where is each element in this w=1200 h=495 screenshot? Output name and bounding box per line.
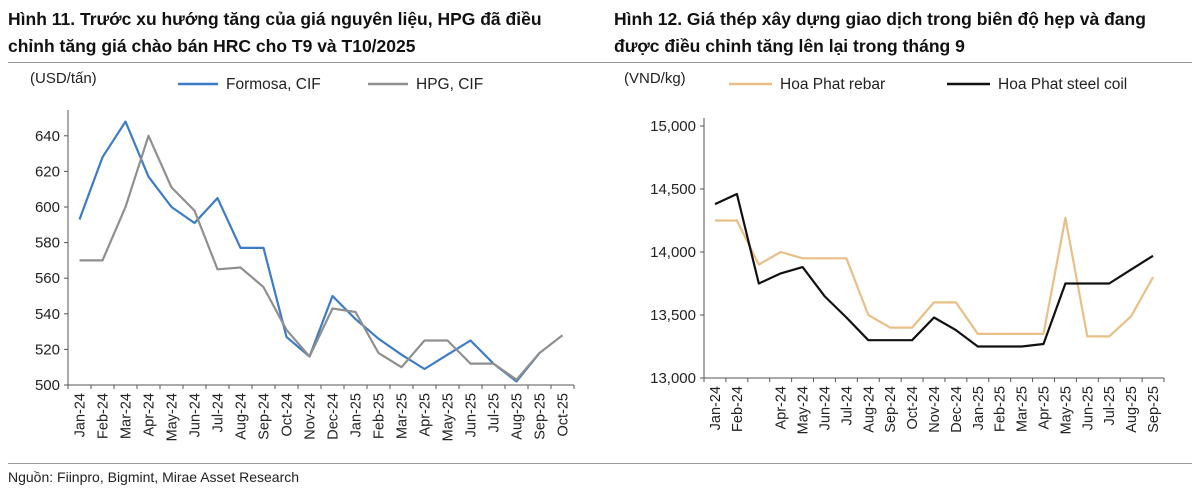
- chart1-x-tick-label: May-25: [441, 393, 457, 441]
- chart1-x-tick-label: Mar-25: [395, 393, 411, 439]
- chart1-y-tick-label: 500: [35, 377, 60, 394]
- chart1-legend-label-2: HPG, CIF: [416, 76, 483, 93]
- chart1-y-tick-label: 520: [35, 341, 60, 358]
- chart1-x-tick-label: Mar-24: [119, 393, 135, 439]
- chart2-x-tick-label: Sep-24: [883, 386, 899, 433]
- source-note: Nguồn: Fiinpro, Bigmint, Mirae Asset Res…: [8, 469, 300, 485]
- chart2-x-tick-label: May-24: [796, 386, 812, 434]
- chart1-x-tick-label: Sep-24: [257, 393, 273, 440]
- chart1-legend-label-1: Formosa, CIF: [226, 76, 321, 93]
- chart2-series-line-2: [714, 192, 1154, 348]
- chart1-x-tick-label: Nov-24: [303, 393, 319, 440]
- chart2-x-tick-label: Aug-25: [1124, 386, 1140, 433]
- chart1-x-tick-label: Oct-24: [280, 393, 296, 437]
- chart1-x-tick-label: Jun-25: [464, 393, 480, 437]
- chart1-x-tick-label: Sep-25: [533, 393, 549, 440]
- chart2-y-tick-label: 13,500: [650, 307, 696, 324]
- chart2-x-tick-label: May-25: [1058, 386, 1074, 434]
- chart1-x-tick-label: Jan-24: [73, 393, 89, 437]
- chart1-title: Hình 11. Trước xu hướng tăng của giá ngu…: [8, 9, 542, 56]
- chart2-x-tick-label: Sep-25: [1146, 386, 1162, 433]
- chart2-x-tick-label: Jan-24: [708, 386, 724, 430]
- chart2-x-tick-label: Jan-25: [971, 386, 987, 430]
- chart1-y-tick-label: 600: [35, 199, 60, 216]
- chart1-y-tick-label: 560: [35, 270, 60, 287]
- chart2-y-axis-label: (VND/kg): [624, 70, 686, 87]
- chart1-y-tick-label: 540: [35, 306, 60, 323]
- chart1-series-line-2: [79, 134, 564, 381]
- chart2-legend-label-2: Hoa Phat steel coil: [998, 76, 1127, 93]
- chart2-title: Hình 12. Giá thép xây dựng giao dịch tro…: [614, 9, 1146, 56]
- chart2-x-tick-label: Apr-25: [1037, 386, 1053, 430]
- chart1-x-tick-label: Aug-24: [234, 393, 250, 440]
- chart2-x-tick-label: Jul-24: [839, 386, 855, 426]
- chart2-x-tick-label: Feb-24: [730, 386, 746, 432]
- chart1-x-tick-label: Feb-24: [96, 393, 112, 439]
- chart2-y-tick-label: 14,500: [650, 181, 696, 198]
- chart1-x-tick-label: Apr-24: [142, 393, 158, 437]
- chart2-y-tick-label: 15,000: [650, 118, 696, 135]
- chart2-x-tick-label: Feb-25: [993, 386, 1009, 432]
- chart1-x-tick-label: Apr-25: [418, 393, 434, 437]
- chart1-y-tick-label: 620: [35, 163, 60, 180]
- chart2-x-tick-label: Nov-24: [927, 386, 943, 433]
- chart1-x-tick-label: Jul-24: [211, 393, 227, 433]
- chart2-x-tick-label: Apr-24: [774, 386, 790, 430]
- chart1-y-tick-label: 640: [35, 128, 60, 145]
- chart1-y-tick-label: 580: [35, 235, 60, 252]
- chart2-x-tick-label: Aug-24: [861, 386, 877, 433]
- header-divider: [8, 62, 1192, 63]
- chart1-x-tick-label: May-24: [165, 393, 181, 441]
- chart2-x-tick-label: Mar-25: [1015, 386, 1031, 432]
- chart2-x-tick-label: Jun-24: [817, 386, 833, 430]
- chart1-x-tick-label: Oct-25: [556, 393, 572, 437]
- chart1-x-tick-label: Jul-25: [487, 393, 503, 433]
- chart2-x-tick-label: Jul-25: [1102, 386, 1118, 426]
- chart2-x-tick-label: Oct-24: [905, 386, 921, 430]
- chart1-series-line-1: [78, 120, 541, 383]
- chart1-x-tick-label: Aug-25: [510, 393, 526, 440]
- chart1-x-tick-label: Dec-24: [326, 393, 342, 440]
- chart1-x-tick-label: Jun-24: [188, 393, 204, 437]
- chart2-series-line-1: [715, 216, 1154, 338]
- chart1-x-tick-label: Feb-25: [372, 393, 388, 439]
- chart2: 13,000 13,500 14,000 14,500 15,000 Jan-24 Feb-…: [624, 70, 1165, 434]
- chart2-x-tick-label: Jun-25: [1080, 386, 1096, 430]
- chart2-x-tick-label: Dec-24: [949, 386, 965, 433]
- chart1-x-tick-label: Jan-25: [349, 393, 365, 437]
- footer-divider: [8, 463, 1192, 464]
- chart1: 500 520 540 560 580 600 620 640 Jan-24 Feb-24 Mar-…: [30, 70, 575, 441]
- chart2-legend-label-1: Hoa Phat rebar: [780, 76, 885, 93]
- chart1-y-axis-label: (USD/tấn): [30, 70, 97, 87]
- chart2-y-tick-label: 13,000: [650, 370, 696, 387]
- chart2-y-tick-label: 14,000: [650, 244, 696, 261]
